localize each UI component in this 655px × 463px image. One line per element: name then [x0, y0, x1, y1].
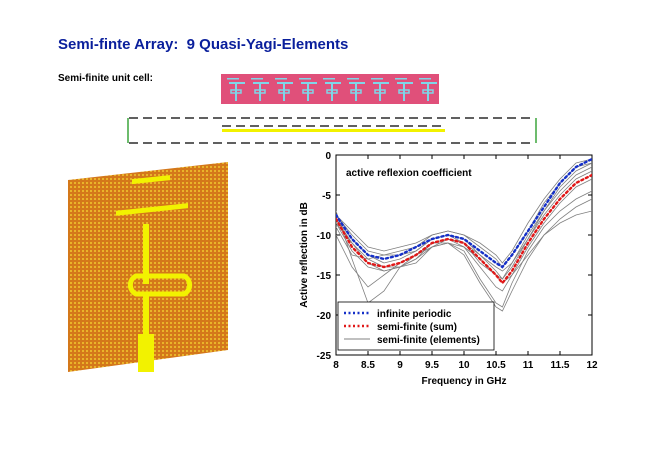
y-tick-label: -10: [317, 231, 332, 242]
x-tick-label: 12: [586, 360, 598, 371]
x-tick-label: 8: [333, 360, 339, 371]
x-tick-label: 10.5: [486, 360, 506, 371]
series-semi-finite-element-line: [336, 190, 592, 308]
unit-cell-element: [299, 78, 317, 101]
strip-metal-line: [222, 129, 445, 132]
x-tick-label: 11.5: [551, 360, 570, 371]
unit-cell-pattern: [227, 78, 437, 101]
series-semi-finite-element-line: [336, 162, 592, 268]
x-tick-label: 10: [458, 360, 470, 371]
antenna-3d-render: [68, 162, 228, 372]
legend-label-semi-finite-sum: semi-finite (sum): [377, 322, 457, 333]
slide-title: Semi-finte Array: 9 Quasi-Yagi-Elements: [58, 36, 349, 53]
series-semi-finite-element-line: [336, 198, 592, 288]
series-layer: [336, 157, 592, 312]
series-infinite-periodic-line: [336, 157, 592, 269]
y-tick-label: -20: [317, 311, 332, 322]
series-semi-finite-element-line: [336, 178, 592, 292]
x-axis-label: Frequency in GHz: [421, 376, 506, 387]
unit-cell-element: [419, 78, 437, 101]
legend-label-semi-finite-elements: semi-finite (elements): [377, 335, 480, 346]
series-semi-finite-element-line: [336, 170, 592, 272]
metal-pattern: [116, 175, 193, 372]
y-tick-label: -25: [317, 351, 332, 362]
series-semi-finite-element-line: [336, 162, 592, 280]
y-axis-label: Active reflection in dB: [299, 202, 310, 308]
unit-cell-element: [395, 78, 413, 101]
x-tick-label: 11: [523, 360, 534, 371]
x-tick-label: 9: [397, 360, 403, 371]
unit-cell-element: [251, 78, 269, 101]
series-semi-finite-sum-line: [336, 173, 592, 285]
y-tick-label: -5: [322, 191, 331, 202]
y-tick-label: 0: [325, 151, 331, 162]
legend: infinite periodic semi-finite (sum) semi…: [337, 301, 495, 351]
unit-cell-element: [275, 78, 293, 101]
unit-cell-image: [221, 74, 439, 104]
unit-cell-element: [227, 78, 245, 101]
unit-cell-element: [347, 78, 365, 101]
y-tick-label: -15: [317, 271, 332, 282]
reflection-chart: 8 8.5 9 9.5 10 10.5 11 11.5 12 0 -5 -10 -15 -20 -25 a…: [299, 151, 598, 387]
unit-cell-label: Semi-finite unit cell:: [58, 73, 154, 84]
array-strip-diagram: [127, 117, 537, 144]
x-axis-ticks: 8 8.5 9 9.5 10 10.5 11 11.5 12: [333, 155, 598, 371]
chart-annotation: active reflexion coefficient: [346, 168, 472, 179]
unit-cell-element: [323, 78, 341, 101]
unit-cell-element: [371, 78, 389, 101]
series-semi-finite-element-line: [336, 210, 592, 312]
x-tick-label: 8.5: [361, 360, 375, 371]
x-tick-label: 9.5: [425, 360, 439, 371]
series-semi-finite-element-line: [336, 158, 592, 264]
legend-label-infinite-periodic: infinite periodic: [377, 309, 452, 320]
